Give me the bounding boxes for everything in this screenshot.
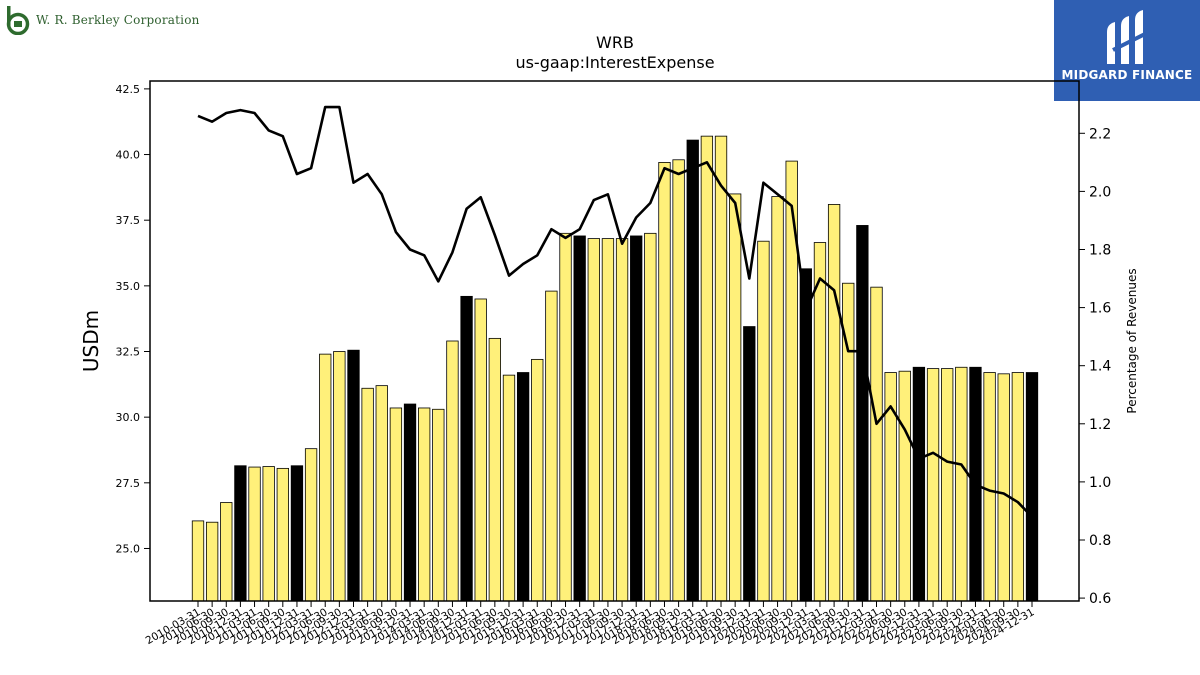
- bar-2024-09-30: [1011, 372, 1025, 602]
- y-tick-label: 40.0: [116, 149, 141, 162]
- y-tick-label: 42.5: [116, 83, 141, 96]
- y2-tick-label: 0.8: [1089, 533, 1111, 549]
- plot-frame: [149, 80, 1080, 602]
- y-tick-label: 37.5: [116, 214, 141, 227]
- bar-2010-12-31: [234, 465, 247, 602]
- y2-tick-label: 0.6: [1089, 591, 1111, 607]
- bar-2012-09-30: [333, 351, 346, 602]
- bar-2015-12-31: [516, 372, 530, 602]
- bar-2019-12-31: [743, 326, 756, 602]
- chart-title: WRB: [596, 33, 634, 52]
- y2-tick-label: 1.2: [1089, 417, 1111, 433]
- y2-tick-label: 2.0: [1089, 184, 1111, 200]
- bar-2013-06-30: [375, 385, 388, 602]
- y-tick-label: 32.5: [116, 346, 141, 359]
- y2-axis-label: Percentage of Revenues: [1125, 268, 1139, 413]
- bar-2015-06-30: [488, 337, 501, 602]
- bar-2020-12-31: [799, 268, 812, 602]
- company-seal-icon: [6, 6, 30, 35]
- bar-2014-12-31: [460, 295, 473, 602]
- bar-2023-09-30: [955, 366, 968, 602]
- bar-2010-03-31: [191, 520, 205, 602]
- bar-2021-03-31: [813, 242, 827, 602]
- bar-2019-06-30: [714, 135, 728, 602]
- bar-2022-12-31: [912, 366, 926, 602]
- midgard-mark-icon: [1107, 10, 1146, 64]
- company-name: W. R. Berkley Corporation: [36, 13, 200, 27]
- y2-tick-label: 2.2: [1089, 126, 1111, 142]
- bar-2017-03-31: [587, 238, 600, 602]
- bar-2019-03-31: [700, 135, 714, 602]
- y-tick-label: 35.0: [116, 280, 141, 293]
- bar-2020-06-30: [771, 196, 784, 602]
- bar-2014-09-30: [446, 340, 459, 602]
- bar-2015-03-31: [474, 298, 487, 602]
- y-tick-label: 30.0: [116, 411, 141, 424]
- bar-2024-12-31: [1025, 372, 1039, 602]
- bar-2023-06-30: [941, 368, 954, 602]
- bar-2022-03-31: [870, 286, 883, 602]
- bar-2018-12-31: [686, 139, 699, 602]
- bar-2013-09-30: [389, 407, 403, 602]
- y2-tick-label: 1.8: [1089, 242, 1111, 258]
- bar-2018-09-30: [672, 159, 685, 602]
- bar-2013-12-31: [403, 403, 417, 602]
- revenue-percentage-line: [197, 105, 1033, 518]
- bar-2011-03-31: [248, 466, 261, 602]
- bar-2010-09-30: [220, 502, 233, 602]
- bar-2024-03-31: [983, 372, 996, 602]
- bar-2018-06-30: [658, 162, 671, 602]
- y-tick-label: 27.5: [116, 477, 141, 490]
- bar-2014-06-30: [432, 408, 445, 602]
- bar-2012-03-31: [304, 448, 318, 602]
- bar-2011-12-31: [290, 465, 304, 602]
- bar-2016-06-30: [545, 290, 558, 602]
- bar-2017-06-30: [601, 238, 615, 602]
- y2-tick-label: 1.6: [1089, 301, 1111, 317]
- company-logo: W. R. Berkley Corporation: [4, 5, 200, 35]
- bar-2012-06-30: [319, 353, 332, 602]
- bar-2010-06-30: [205, 521, 219, 602]
- bar-2021-06-30: [827, 204, 841, 602]
- bar-2011-09-30: [276, 467, 289, 602]
- bar-2021-12-31: [856, 225, 869, 602]
- bar-2018-03-31: [644, 232, 657, 602]
- bar-2022-09-30: [898, 370, 911, 602]
- bar-2024-06-30: [997, 373, 1010, 602]
- bar-2014-03-31: [418, 407, 431, 602]
- bar-2017-09-30: [615, 238, 629, 602]
- bar-2015-09-30: [502, 374, 516, 602]
- bar-2017-12-31: [630, 235, 643, 602]
- bar-2023-03-31: [926, 368, 940, 602]
- bar-2016-03-31: [531, 358, 544, 602]
- bar-2012-12-31: [347, 349, 360, 602]
- y-tick-label: 25.0: [116, 542, 141, 555]
- y2-tick-label: 1.4: [1089, 359, 1111, 375]
- chart-subtitle: us-gaap:InterestExpense: [515, 53, 714, 72]
- bar-2016-09-30: [559, 232, 572, 602]
- bar-2013-03-31: [361, 387, 374, 602]
- bar-2020-03-31: [757, 240, 770, 602]
- bar-2011-06-30: [262, 466, 275, 602]
- bar-2016-12-31: [573, 235, 586, 602]
- y-axis-label: USDm: [79, 310, 103, 372]
- brand-name: MIDGARD FINANCE: [1061, 68, 1193, 82]
- y2-tick-label: 1.0: [1089, 475, 1111, 491]
- bar-2019-09-30: [729, 193, 742, 602]
